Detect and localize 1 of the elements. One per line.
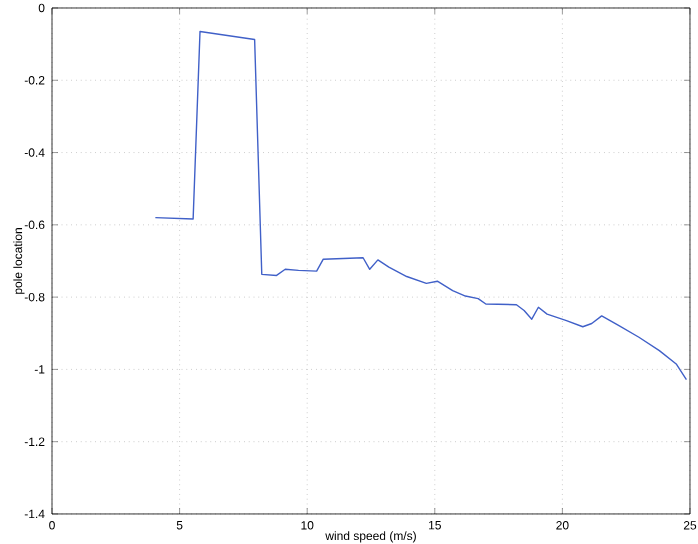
line-series bbox=[154, 30, 688, 381]
